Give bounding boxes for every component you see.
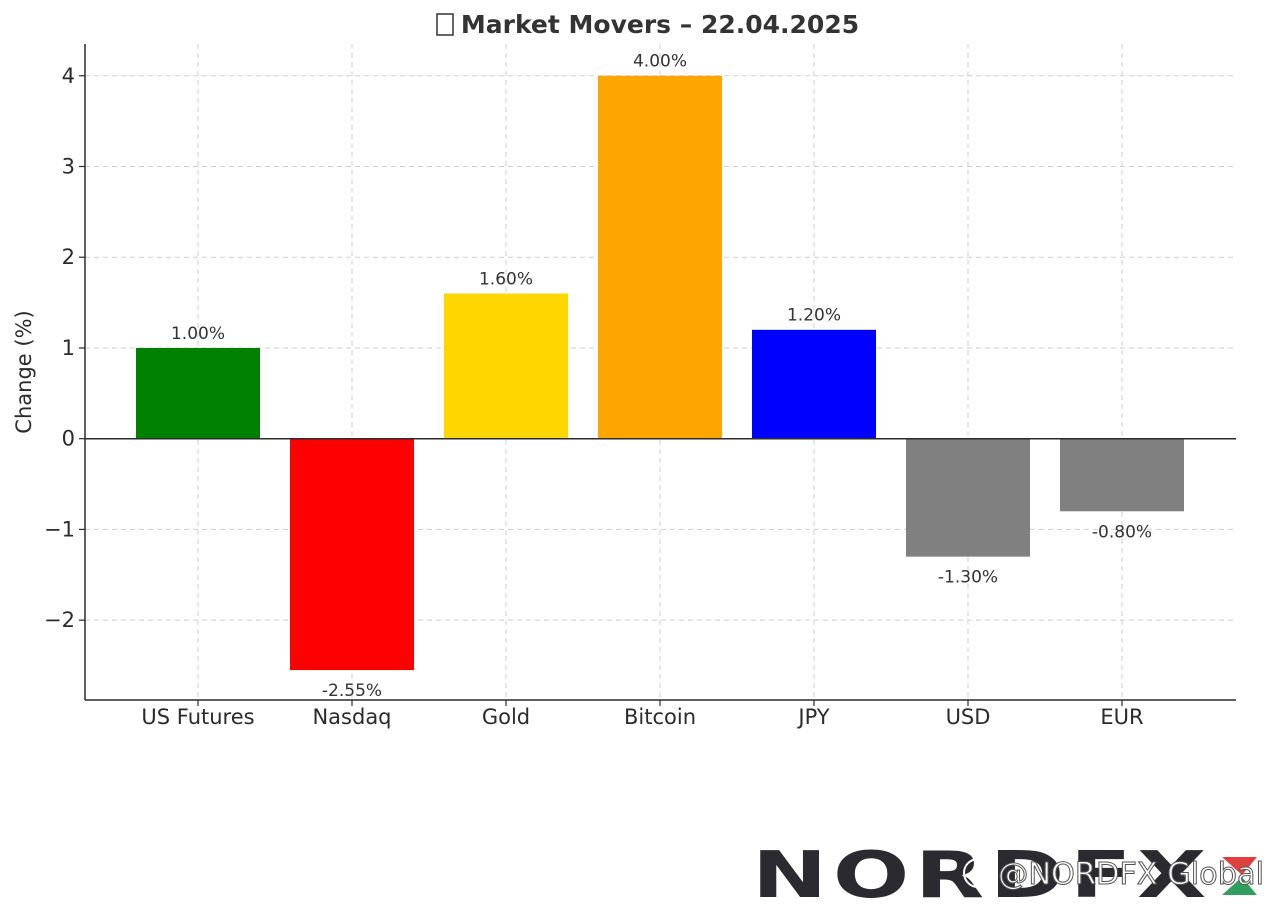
data-label: -0.80% xyxy=(1092,522,1152,542)
data-label: -1.30% xyxy=(938,568,998,588)
axes xyxy=(79,44,1236,706)
y-tick-label: −1 xyxy=(44,517,75,541)
chart-title: Market Movers – 22.04.2025 xyxy=(461,10,859,39)
x-tick-label: USD xyxy=(946,705,991,729)
watermark-logo: NORDFX xyxy=(752,845,1212,905)
bar-us-futures xyxy=(136,347,260,439)
bars xyxy=(136,75,1184,671)
data-label: 1.00% xyxy=(171,324,225,344)
bar-gold xyxy=(444,293,568,439)
x-tick-label: Gold xyxy=(482,705,530,729)
x-tick-label: Bitcoin xyxy=(624,705,696,729)
social-icon xyxy=(963,858,993,888)
chart-title-text: Market Movers – 22.04.2025 xyxy=(461,10,859,39)
logo-mark-red xyxy=(1222,857,1257,875)
y-tick-label: 3 xyxy=(62,154,75,178)
y-tick-labels: −2 −1 0 1 2 3 4 xyxy=(44,64,75,632)
bar-usd xyxy=(906,438,1030,557)
chart-icon xyxy=(436,13,454,36)
x-tick-label: EUR xyxy=(1100,705,1143,729)
bar-bitcoin xyxy=(598,75,722,439)
watermark-handle: @NORDFX Global xyxy=(998,857,1264,892)
y-axis-label: Change (%) xyxy=(12,310,36,433)
x-tick-label: JPY xyxy=(796,705,829,729)
y-tick-label: 2 xyxy=(62,245,75,269)
watermark: NORDFX @NORDFX Global xyxy=(752,845,1265,905)
data-label: 1.20% xyxy=(787,306,841,326)
data-label: -2.55% xyxy=(322,681,382,701)
y-tick-label: 4 xyxy=(62,64,75,88)
logo-mark-green xyxy=(1222,877,1257,895)
y-tick-label: 0 xyxy=(62,427,75,451)
bar-eur xyxy=(1060,438,1184,512)
data-label: 1.60% xyxy=(479,269,533,289)
y-tick-label: 1 xyxy=(62,336,75,360)
data-labels: 1.00% -2.55% 1.60% 4.00% 1.20% -1.30% -0.80% xyxy=(171,52,1152,701)
x-tick-labels: US Futures Nasdaq Gold Bitcoin JPY USD EUR xyxy=(141,705,1143,729)
bar-nasdaq xyxy=(290,438,414,671)
x-tick-label: Nasdaq xyxy=(312,705,391,729)
x-tick-label: US Futures xyxy=(141,705,254,729)
y-tick-label: −2 xyxy=(44,608,75,632)
data-label: 4.00% xyxy=(633,52,687,72)
bar-jpy xyxy=(752,329,876,439)
